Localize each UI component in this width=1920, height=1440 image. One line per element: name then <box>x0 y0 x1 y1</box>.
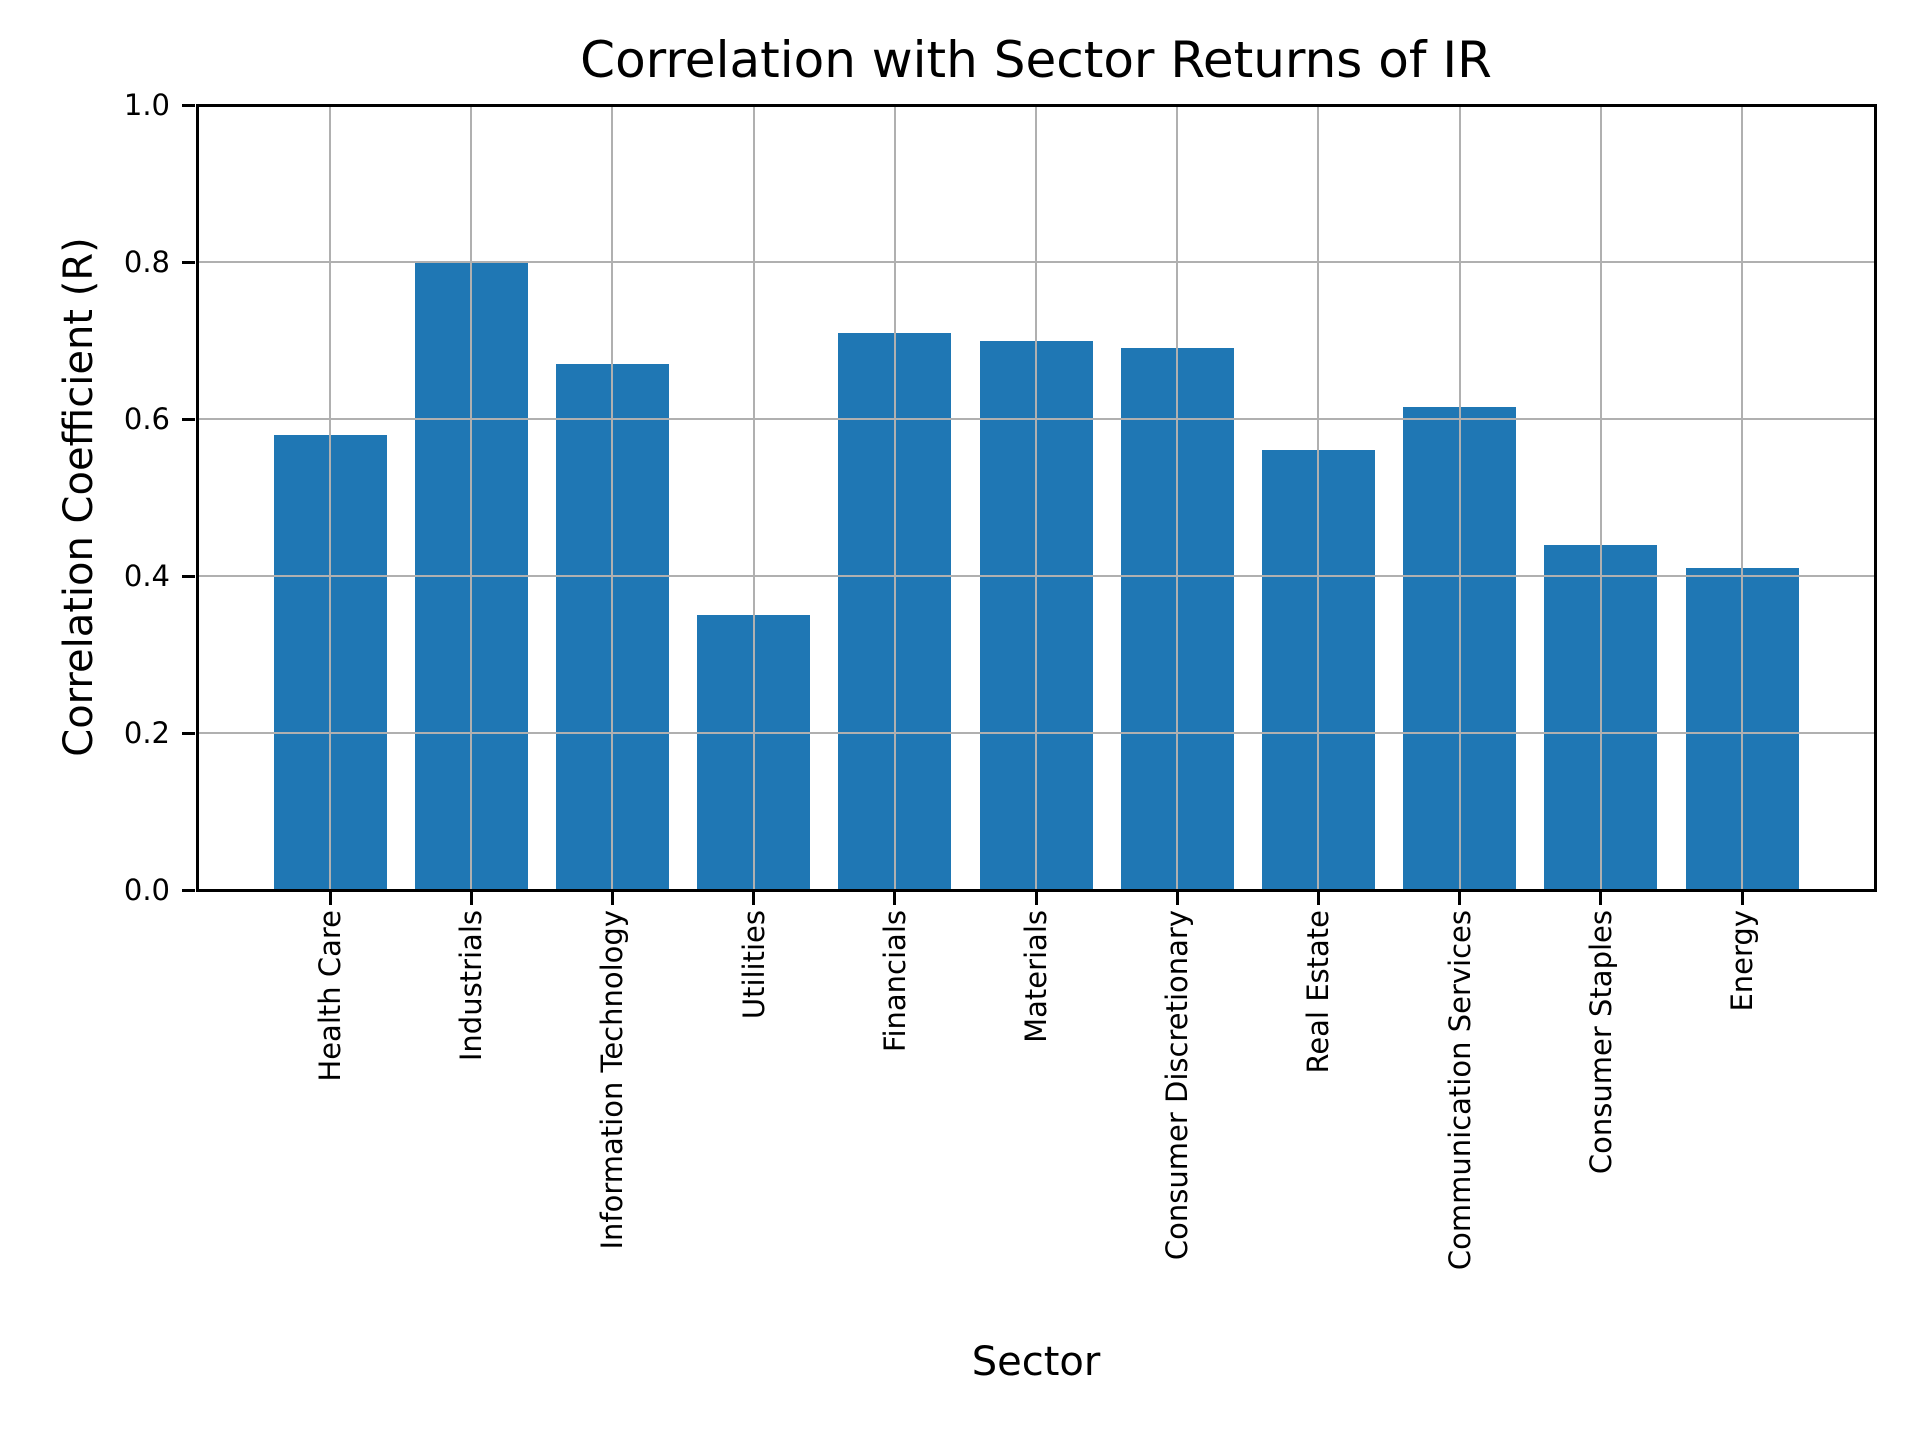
y-tick-0.0 <box>182 888 195 892</box>
x-tick-label-text: Consumer Staples <box>1583 910 1618 1175</box>
x-tick-label-real-estate: Real Estate <box>1300 910 1336 1074</box>
gridline-x-materials <box>1035 105 1037 890</box>
x-tick-financials <box>893 892 897 905</box>
x-tick-consumer-discretionary <box>1175 892 1179 905</box>
x-tick-materials <box>1034 892 1038 905</box>
spine-bottom <box>197 888 1875 892</box>
x-tick-label-text: Information Technology <box>595 910 630 1250</box>
x-tick-label-text: Consumer Discretionary <box>1160 910 1195 1261</box>
y-tick-label-0.6: 0.6 <box>123 402 170 436</box>
gridline-x-industrials <box>470 105 473 890</box>
x-tick-label-energy: Energy <box>1724 910 1760 1012</box>
gridline-x-communication-services <box>1458 105 1461 890</box>
x-tick-label-text: Materials <box>1019 910 1053 1043</box>
x-tick-label-communication-services: Communication Services <box>1442 910 1478 1270</box>
x-tick-label-consumer-staples: Consumer Staples <box>1583 910 1619 1174</box>
chart-title: Correlation with Sector Returns of IR <box>580 31 1492 89</box>
x-tick-utilities <box>752 892 756 905</box>
y-tick-0.4 <box>182 574 195 578</box>
x-tick-label-industrials: Industrials <box>453 910 489 1061</box>
y-tick-label-0.4: 0.4 <box>123 559 170 593</box>
y-tick-label-0.8: 0.8 <box>123 245 170 279</box>
x-tick-label-text: Communication Services <box>1442 910 1477 1271</box>
x-tick-consumer-staples <box>1599 892 1603 905</box>
gridline-x-health-care <box>329 105 331 890</box>
x-axis-label: Sector <box>971 1339 1101 1385</box>
x-tick-label-text: Energy <box>1725 910 1759 1012</box>
x-tick-label-financials: Financials <box>877 910 913 1052</box>
x-tick-label-health-care: Health Care <box>312 910 348 1082</box>
x-tick-real-estate <box>1316 892 1320 905</box>
gridline-x-energy <box>1741 105 1743 890</box>
spine-top <box>197 103 1875 107</box>
plot-area <box>182 103 1877 905</box>
x-tick-label-text: Financials <box>877 910 912 1053</box>
y-axis-label: Correlation Coefficient (R) <box>56 237 102 757</box>
gridline-x-financials <box>893 105 896 890</box>
spine-right <box>1873 103 1877 892</box>
y-tick-label-1.0: 1.0 <box>123 88 170 122</box>
x-tick-information-technology <box>610 892 614 905</box>
y-tick-0.8 <box>182 260 195 264</box>
x-tick-industrials <box>469 892 473 905</box>
gridline-x-utilities <box>752 105 755 890</box>
gridline-x-real-estate <box>1317 105 1320 890</box>
x-tick-label-text: Industrials <box>454 910 489 1062</box>
x-tick-label-materials: Materials <box>1018 910 1054 1043</box>
x-tick-label-text: Health Care <box>313 910 347 1082</box>
x-tick-health-care <box>328 892 332 905</box>
x-tick-label-text: Utilities <box>736 910 771 1020</box>
x-tick-label-text: Real Estate <box>1301 910 1336 1074</box>
gridline-x-consumer-staples <box>1599 105 1602 890</box>
y-tick-0.2 <box>182 731 195 735</box>
y-tick-label-0.2: 0.2 <box>123 716 170 750</box>
y-tick-label-0.0: 0.0 <box>123 873 170 907</box>
x-tick-label-consumer-discretionary: Consumer Discretionary <box>1159 910 1195 1260</box>
x-tick-energy <box>1740 892 1744 905</box>
y-tick-1.0 <box>182 103 195 107</box>
x-tick-communication-services <box>1458 892 1462 905</box>
gridline-x-information-technology <box>611 105 614 890</box>
spine-left <box>195 103 199 892</box>
y-tick-0.6 <box>182 417 195 421</box>
x-tick-label-utilities: Utilities <box>736 910 772 1019</box>
gridline-x-consumer-discretionary <box>1176 105 1179 890</box>
x-tick-label-information-technology: Information Technology <box>594 910 630 1250</box>
